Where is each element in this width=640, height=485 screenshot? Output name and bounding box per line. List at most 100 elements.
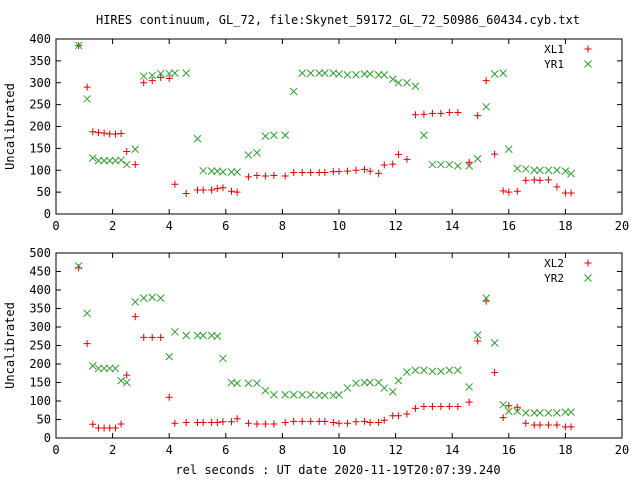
data-point [490,339,499,347]
bottom-panel: 0 50 100 150 200 250 300 350 400 450 500 0 2 4 6 8 10 12 1… [3,246,629,457]
data-point [193,134,202,143]
y-tick-label: 100 [29,163,51,177]
data-point [491,150,499,158]
data-point [244,173,252,181]
data-point [504,407,513,416]
x-tick-label: 14 [445,219,459,233]
data-point [139,294,148,302]
data-point [428,367,437,376]
data-point [157,74,165,81]
data-point [403,410,411,418]
data-point [380,384,389,392]
data-point [117,376,125,385]
data-point [445,160,454,169]
data-point [352,166,360,174]
data-point [83,95,91,103]
data-point [74,262,83,270]
data-point [233,168,241,176]
data-point [233,379,241,388]
data-point [199,331,208,340]
data-point [465,158,473,166]
y-tick-label: 150 [29,376,51,390]
data-point [428,160,437,169]
data-point [74,41,83,50]
data-point [171,69,179,77]
data-point [375,169,383,177]
data-point [513,187,521,195]
data-point [261,132,270,140]
data-point [567,423,575,431]
data-point [261,172,269,180]
data-point [321,417,329,425]
data-point [366,167,374,175]
data-point [428,109,436,117]
y-tick-label: 200 [29,357,51,371]
y-axis-label: Uncalibrated [3,83,17,170]
data-point [289,87,298,96]
data-point [454,109,462,116]
data-point [117,420,125,428]
data-point [199,418,207,426]
y-tick-label: 300 [29,320,51,334]
data-point [88,154,97,162]
y-tick-label: 100 [29,394,51,408]
data-point [544,176,552,184]
y-tick-label: 150 [29,141,51,155]
data-point [473,331,482,339]
data-point [253,379,261,388]
data-point [171,419,179,427]
x-tick-label: 8 [279,443,286,457]
data-point [394,412,402,420]
x-tick-label: 14 [445,443,459,457]
data-point [281,418,289,426]
data-point [148,293,157,302]
data-point [100,364,108,373]
data-point [394,78,403,87]
data-point [157,333,165,341]
data-point [219,418,227,426]
data-point [307,168,315,176]
data-point [253,172,261,179]
data-point [522,176,530,184]
data-point [88,361,97,370]
x-tick-label: 2 [109,443,116,457]
series-yr2 [74,262,575,417]
data-point [544,421,552,429]
data-point [306,69,315,77]
data-point [445,366,454,375]
data-point [213,332,222,341]
data-point [270,172,278,179]
data-point [193,331,202,340]
data-point [388,75,397,84]
data-point [105,156,114,165]
data-point [544,166,553,175]
data-point [420,110,428,118]
data-point [499,69,507,77]
data-point [465,383,474,391]
data-point [482,102,491,111]
data-point [165,352,174,361]
legend-marker [584,274,592,282]
data-point [437,403,445,411]
data-point [411,404,419,412]
data-point [182,69,191,77]
data-point [513,403,521,411]
data-point [536,421,544,429]
data-point [366,378,374,387]
data-point [148,333,156,341]
data-point [244,419,252,427]
data-point [320,69,329,77]
data-point [380,416,388,424]
data-point [482,294,491,302]
data-point [244,151,253,159]
data-point [290,168,298,176]
data-point [320,391,329,400]
data-point [83,83,91,91]
data-point [454,403,462,411]
x-tick-label: 8 [279,219,286,233]
data-point [199,186,207,194]
data-point [505,188,513,196]
x-tick-label: 4 [166,219,173,233]
data-point [140,333,148,341]
